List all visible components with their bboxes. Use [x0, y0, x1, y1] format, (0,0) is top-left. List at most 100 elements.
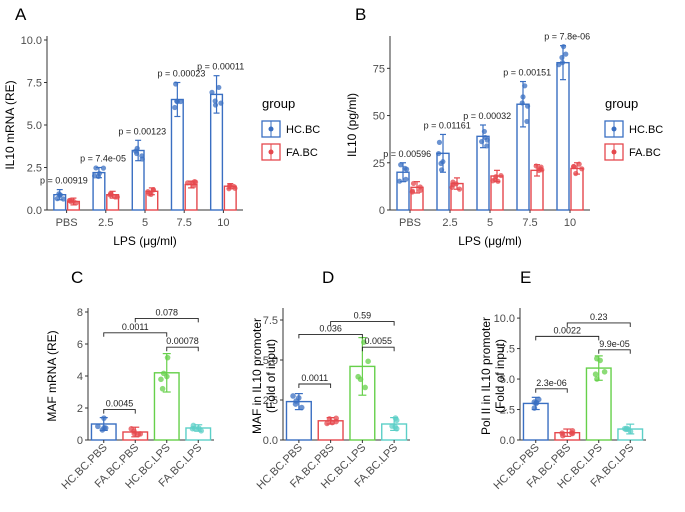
data-point	[484, 143, 490, 149]
bracket-p-value: 0.0022	[553, 325, 581, 335]
significance-bracket	[566, 322, 631, 327]
p-value-label: p = 0.01161	[424, 120, 471, 130]
data-point	[70, 198, 76, 204]
data-point	[102, 425, 109, 431]
x-tick-label: 7.5	[522, 217, 537, 229]
panel-b-chart: 0 25 50 75 IL10 (pg/ml) PBS p = 0.00596 2.5 p = …	[345, 32, 590, 248]
data-point	[573, 170, 579, 177]
x-tick-label: 5	[142, 217, 148, 229]
bracket-p-value: 0.0011	[122, 322, 149, 332]
data-point	[164, 354, 171, 361]
data-point	[227, 183, 233, 189]
y-tick-label: 25	[373, 158, 385, 170]
data-point	[393, 425, 400, 432]
panel-letter-d: D	[322, 268, 334, 287]
data-point	[592, 371, 599, 378]
p-value-label: p = 0.00151	[503, 68, 551, 78]
y-axis-label: (Fold of input)	[264, 339, 278, 413]
y-tick-label: 10.0	[494, 313, 515, 325]
y-tick-label: 5.0	[500, 374, 515, 386]
data-point	[417, 184, 423, 190]
legend-a: group HC.BC FA.BC	[261, 96, 320, 161]
p-value-label: p = 0.00919	[40, 176, 88, 186]
y-tick-label: 2.5	[263, 395, 278, 407]
data-point	[361, 339, 367, 345]
bracket-p-value: 0.0045	[106, 399, 134, 409]
legend-label: FA.BC	[286, 147, 318, 159]
legend-key-dot	[268, 126, 274, 132]
panel-letter-a: A	[15, 5, 27, 24]
data-point	[365, 358, 371, 365]
legend-key-dot	[611, 126, 617, 132]
data-point	[158, 376, 164, 383]
x-tick-label: 10	[564, 217, 576, 229]
panel-letter-e: E	[520, 268, 531, 287]
data-point	[533, 163, 539, 169]
data-point	[128, 426, 135, 432]
data-point	[56, 191, 62, 197]
y-tick-label: 0	[379, 205, 385, 217]
legend-key-dot	[268, 149, 274, 155]
data-point	[481, 128, 487, 135]
data-point	[627, 428, 634, 435]
p-value-label: p = 0.00023	[158, 69, 206, 79]
y-axis-label: IL10 mRNA (RE)	[3, 80, 17, 169]
y-tick-label: 0	[77, 435, 83, 447]
y-tick-label: 4	[77, 371, 83, 383]
bracket-p-value: 0.0055	[364, 336, 392, 346]
y-tick-label: 5.0	[263, 355, 278, 367]
y-tick-label: 10.0	[21, 35, 42, 47]
data-point	[403, 176, 409, 182]
y-tick-label: 0.0	[500, 435, 515, 447]
p-value-label: p = 0.00123	[118, 126, 166, 136]
data-point	[131, 430, 138, 437]
data-point	[436, 150, 442, 157]
significance-bracket	[134, 317, 199, 323]
bracket-p-value: 0.078	[155, 307, 178, 317]
y-axis-label: MAF mRNA (RE)	[45, 330, 59, 421]
significance-bracket	[361, 346, 395, 352]
legend-b: group HC.BC FA.BC	[604, 96, 663, 161]
data-point	[597, 357, 603, 364]
p-value-label: p = 0.00011	[197, 62, 244, 72]
bar-hc	[556, 61, 570, 211]
legend-label: HC.BC	[286, 124, 320, 136]
significance-bracket	[535, 388, 568, 393]
legend-title: group	[605, 96, 638, 111]
y-tick-label: 8	[77, 307, 83, 319]
data-point	[137, 431, 144, 437]
x-tick-label: PBS	[56, 217, 78, 229]
significance-bracket	[298, 383, 332, 388]
data-point	[231, 183, 237, 190]
data-point	[531, 399, 538, 405]
data-point	[563, 51, 569, 57]
data-point	[148, 191, 154, 197]
data-point	[571, 163, 577, 170]
data-point	[292, 401, 299, 407]
data-point	[216, 84, 222, 91]
data-point	[100, 165, 107, 171]
y-axis-label: MAF in IL10 promoter	[250, 318, 264, 434]
data-point	[159, 385, 166, 392]
bracket-p-value: 0.0011	[301, 373, 328, 383]
y-tick-label: 2.5	[500, 405, 515, 417]
x-tick-label: 7.5	[177, 217, 192, 229]
data-point	[594, 376, 600, 382]
y-tick-label: 7.5	[27, 78, 42, 90]
data-point	[95, 423, 101, 430]
panel-a-chart: 0.0 2.5 5.0 7.5 10.0 IL10 mRNA (RE) PBS p = 0.0…	[3, 35, 244, 248]
data-point	[290, 393, 296, 399]
significance-bracket	[535, 335, 600, 341]
y-tick-label: 7.5	[500, 344, 515, 356]
y-axis-label: IL10 (pg/ml)	[345, 93, 359, 157]
bracket-p-value: 0.23	[590, 312, 608, 322]
data-point	[436, 139, 443, 145]
y-tick-label: 6	[77, 339, 83, 351]
y-tick-label: 75	[373, 63, 385, 75]
data-point	[601, 369, 608, 375]
bracket-p-value: 0.036	[319, 323, 342, 333]
x-tick-label: 2.5	[98, 217, 113, 229]
data-point	[559, 54, 565, 61]
